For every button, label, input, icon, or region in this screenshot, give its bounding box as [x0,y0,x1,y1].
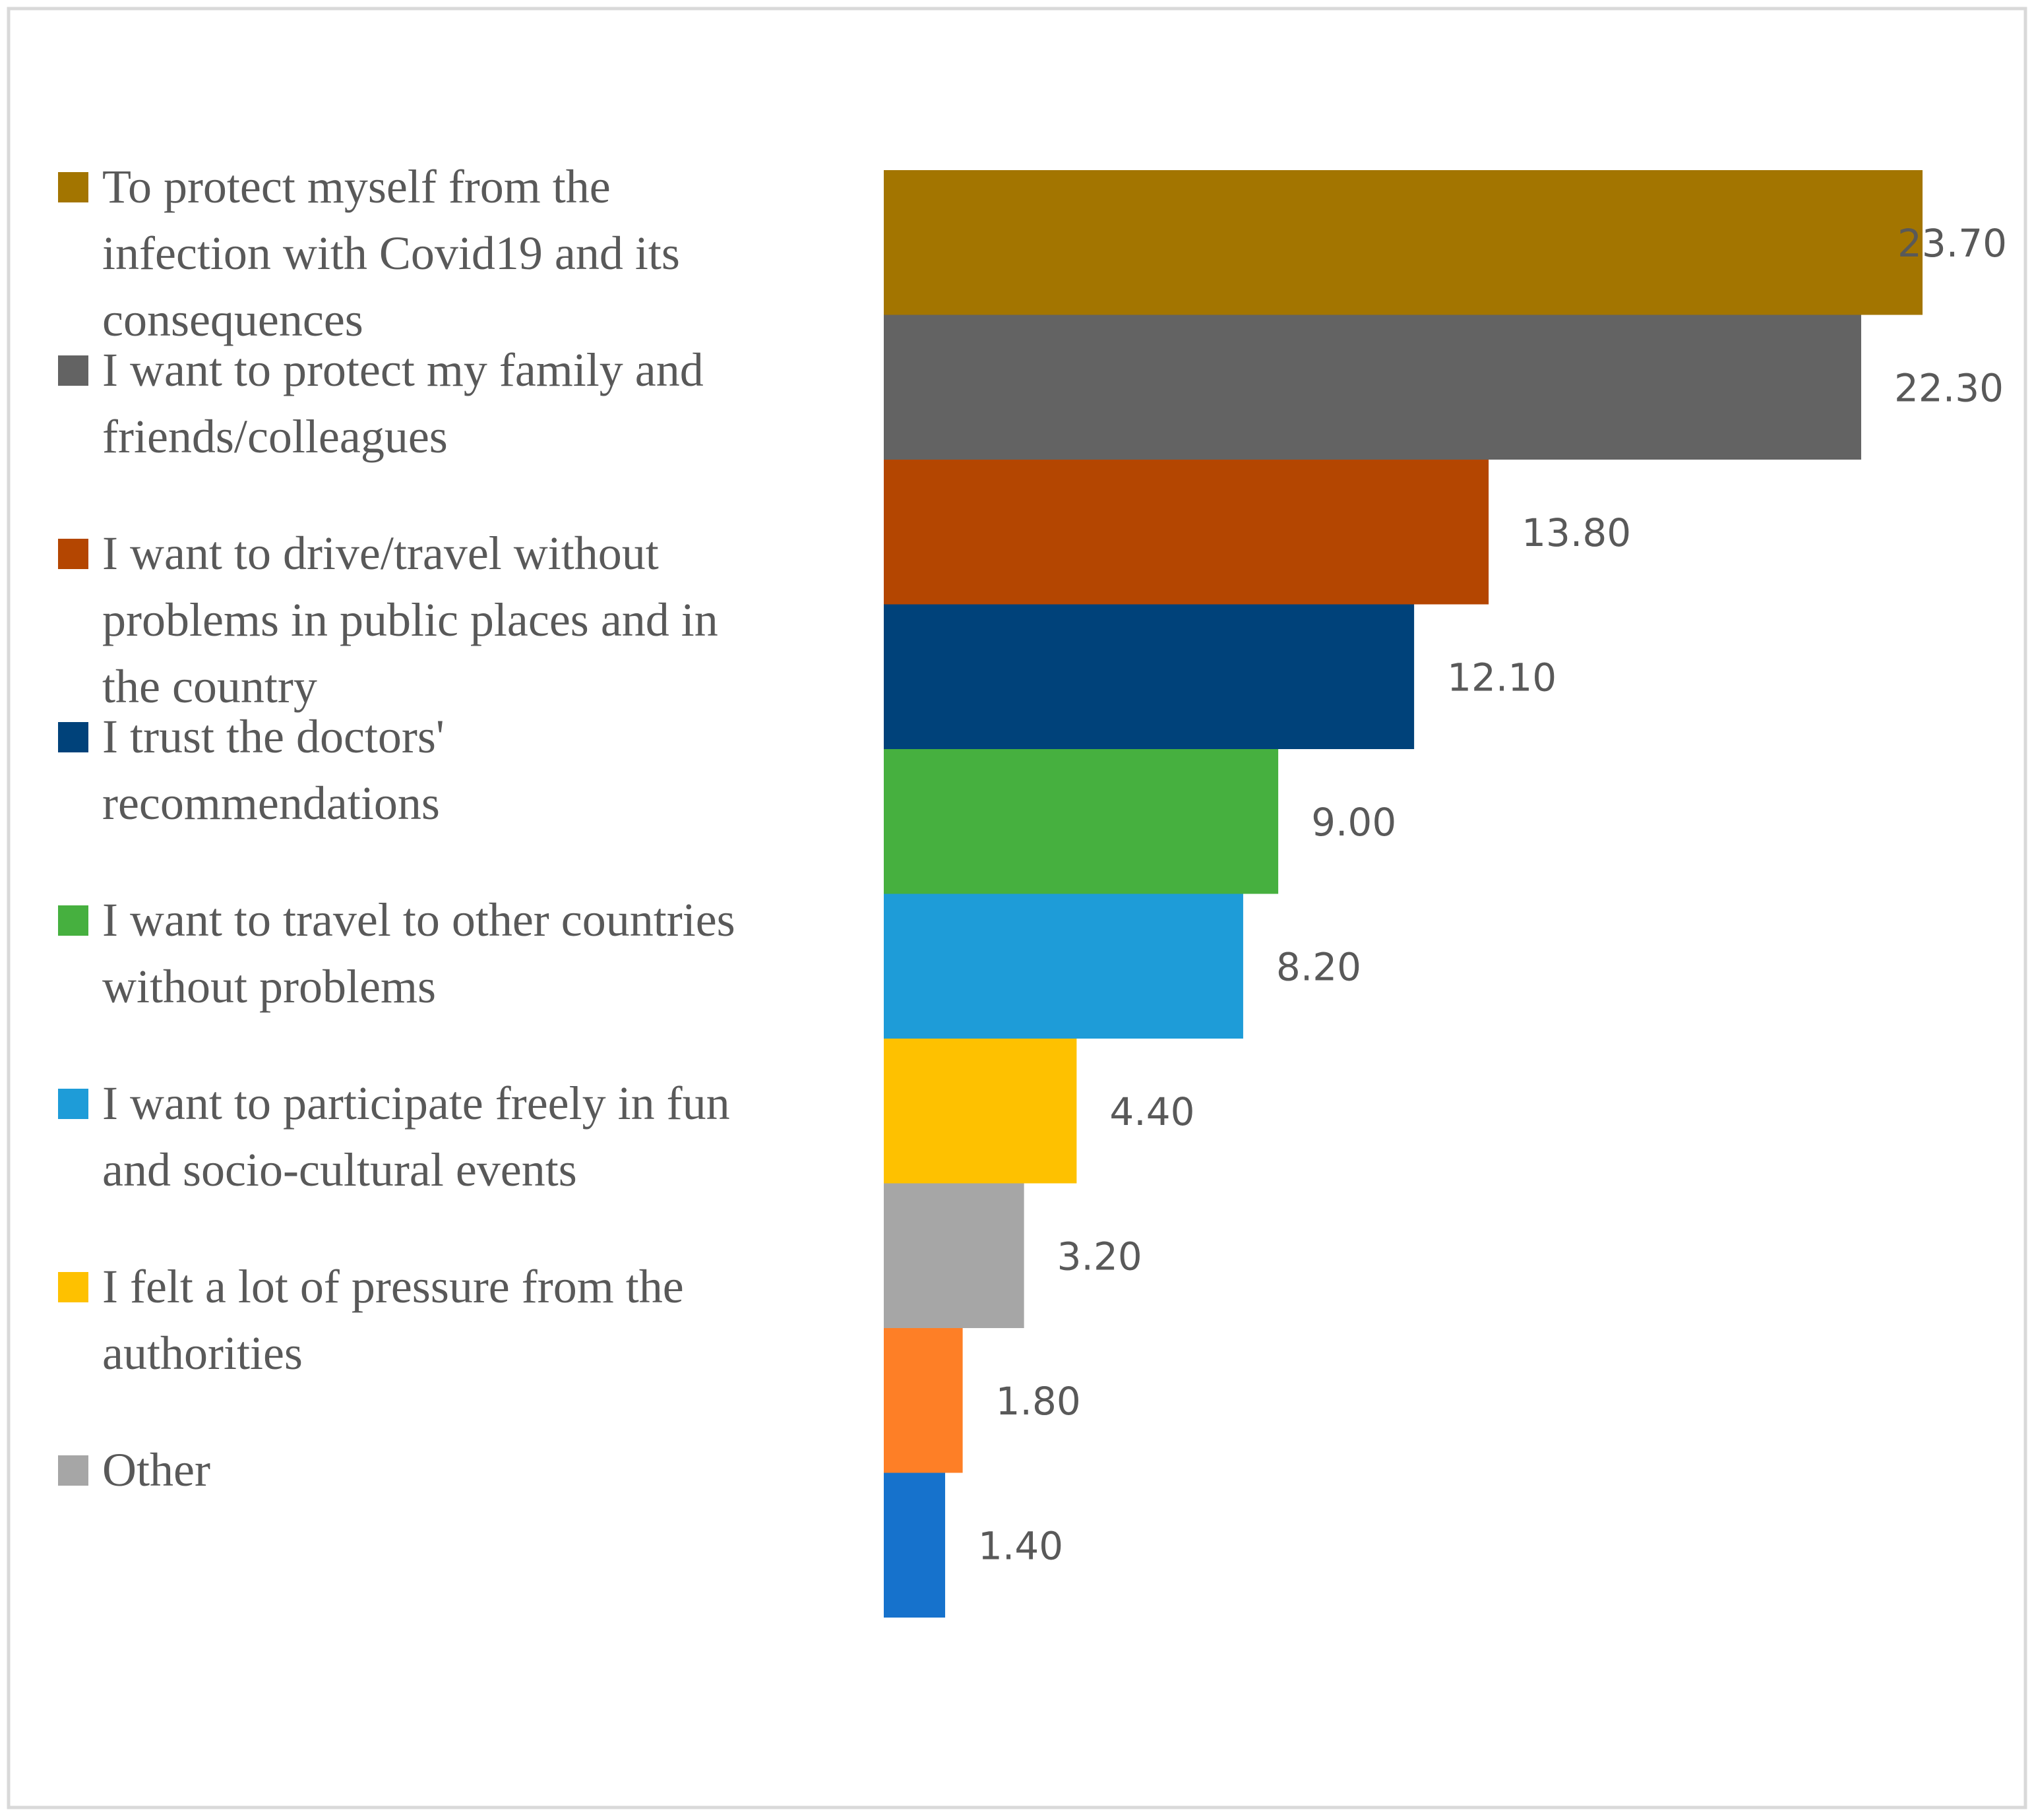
legend-label-2-line-2: the country [102,660,317,713]
legend-swatch-0 [58,172,88,202]
bar-3 [884,604,1415,749]
legend-label-4-line-0: I want to travel to other countries [102,894,735,946]
bar-8 [884,1328,963,1473]
bar-4 [884,749,1279,894]
value-label-9: 1.40 [978,1523,1063,1568]
bar-2 [884,460,1489,605]
legend-label-2-line-0: I want to drive/travel without [102,527,659,580]
value-label-4: 9.00 [1311,800,1396,845]
legend-label-0-line-0: To protect myself from the [102,160,611,213]
legend-label-0-line-2: consequences [102,293,363,346]
value-label-1: 22.30 [1894,365,2004,410]
legend-swatch-6 [58,1272,88,1302]
legend-label-7-line-0: Other [102,1443,210,1496]
value-labels-group: 23.70 22.30 13.80 12.10 9.00 8.20 4.40 3.20 1.80… [978,221,2007,1569]
legend-label-3-line-0: I trust the doctors' [102,710,445,763]
legend-label-2-line-1: problems in public places and in [102,593,718,646]
value-label-0: 23.70 [1897,221,2007,266]
legend-swatch-3 [58,722,88,752]
legend-swatch-1 [58,355,88,386]
legend-label-5-line-1: and socio-cultural events [102,1143,577,1196]
legend-swatch-4 [58,905,88,936]
legend-label-6-line-0: I felt a lot of pressure from the [102,1260,684,1313]
value-label-2: 13.80 [1522,510,1631,555]
legend-swatch-7 [58,1455,88,1486]
bar-1 [884,315,1861,460]
legend-label-1-line-1: friends/colleagues [102,410,448,463]
bars-group [884,170,1923,1618]
legend-label-3-line-1: recommendations [102,777,440,830]
legend-label-1-line-0: I want to protect my family and [102,344,704,396]
bar-0 [884,170,1923,315]
value-label-3: 12.10 [1447,655,1556,700]
legend-swatch-5 [58,1089,88,1119]
legend: To protect myself from the infection with… [58,160,735,1496]
bar-6 [884,1039,1077,1184]
legend-label-0-line-1: infection with Covid19 and its [102,227,680,280]
value-label-5: 8.20 [1276,944,1361,989]
value-label-6: 4.40 [1109,1089,1194,1134]
value-label-7: 3.20 [1057,1234,1142,1279]
bar-5 [884,894,1243,1039]
value-label-8: 1.80 [996,1379,1081,1424]
legend-label-6-line-1: authorities [102,1327,303,1380]
legend-swatch-2 [58,539,88,569]
legend-label-5-line-0: I want to participate freely in fun [102,1077,730,1130]
bar-7 [884,1183,1024,1328]
legend-label-4-line-1: without problems [102,960,436,1013]
bar-9 [884,1472,946,1618]
